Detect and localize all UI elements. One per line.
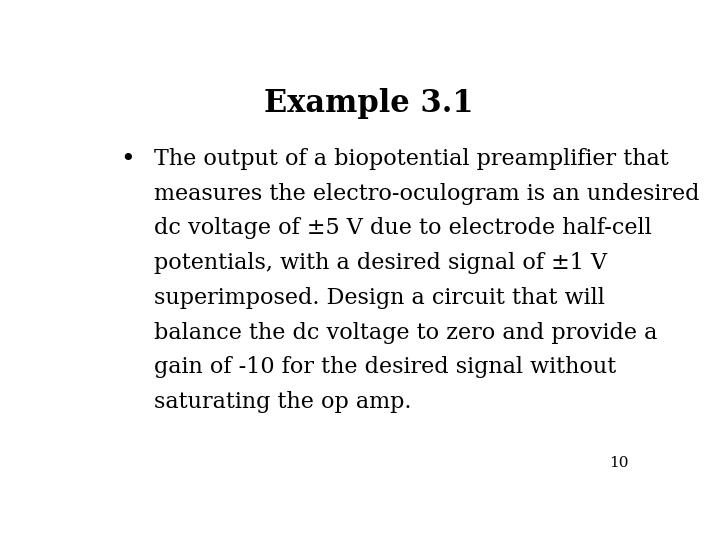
Text: The output of a biopotential preamplifier that
measures the electro-oculogram is: The output of a biopotential preamplifie…: [154, 148, 700, 413]
Text: •: •: [121, 148, 135, 171]
Text: Example 3.1: Example 3.1: [264, 87, 474, 119]
Text: 10: 10: [609, 456, 629, 470]
